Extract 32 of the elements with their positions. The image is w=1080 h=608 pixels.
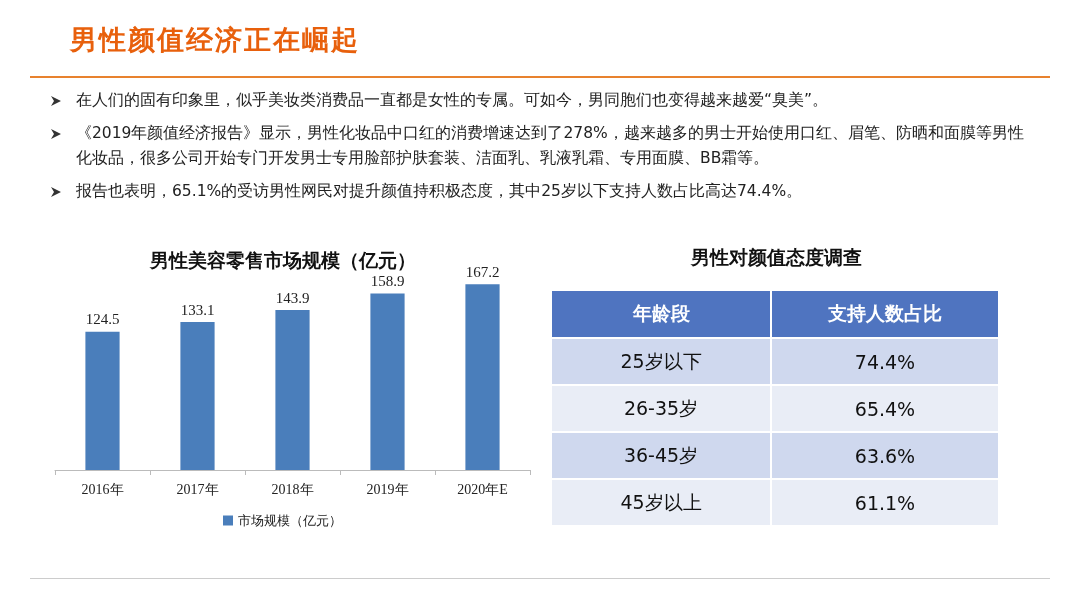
x-tick-label: 2019年 [366,481,409,497]
text: 报告也表明，65.1%的受访男性网民对提升颜值持积极态度，其中25岁以下支持人数占比高达74.4%。 [75,181,804,202]
text: 《2019年颜值经济报告》显示，男性化妆品中口红的消费增速达到了278%，越来越多的男士开始使用口红、眉笔、防晒和面膜等男性化妆品，很多公司开始专门开发男士专用脸部护肤套装、洁面乳、乳液乳霜、专用面膜、BB霜等。 [75,123,1025,169]
text: 年龄段 [552,291,771,338]
category-label: 26-35岁 [552,385,771,432]
category-label: 36-45岁 [552,432,771,479]
text: 63.6% [854,444,916,467]
x-tick-label: 2018年 [271,481,314,497]
x-tick-label: 2017年 [176,481,219,497]
category-label: 45岁以上 [552,479,771,525]
bar [465,284,500,470]
text: 65.4% [854,397,916,420]
bar [85,331,120,470]
bar [275,310,310,470]
x-tick-label: 2016年 [81,481,124,497]
legend-label: 市场规模（亿元） [238,513,342,528]
bar [370,293,405,470]
text: 在人们的固有印象里，似乎美妆类消费品一直都是女性的专属。可如今，男同胞们也变得越来越爱“臭美”。 [75,90,830,111]
text: 支持人数占比 [771,291,999,338]
data-label: 158.9 [370,272,405,289]
data-label: 124.5 [85,311,120,328]
text: 男性对颜值态度调查 [689,245,863,270]
bar [180,322,215,470]
data-label: 133.1 [180,301,215,318]
data-label: 167.2 [465,263,500,280]
text: 61.1% [854,491,916,514]
data-label: 143.9 [275,289,310,306]
text: 男性颜值经济正在崛起 [70,23,360,57]
text: 74.4% [854,350,916,373]
chart-title: 男性美容零售市场规模（亿元） [148,248,416,271]
x-tick-label: 2020年E [457,481,508,497]
category-label: 25岁以下 [552,338,771,385]
